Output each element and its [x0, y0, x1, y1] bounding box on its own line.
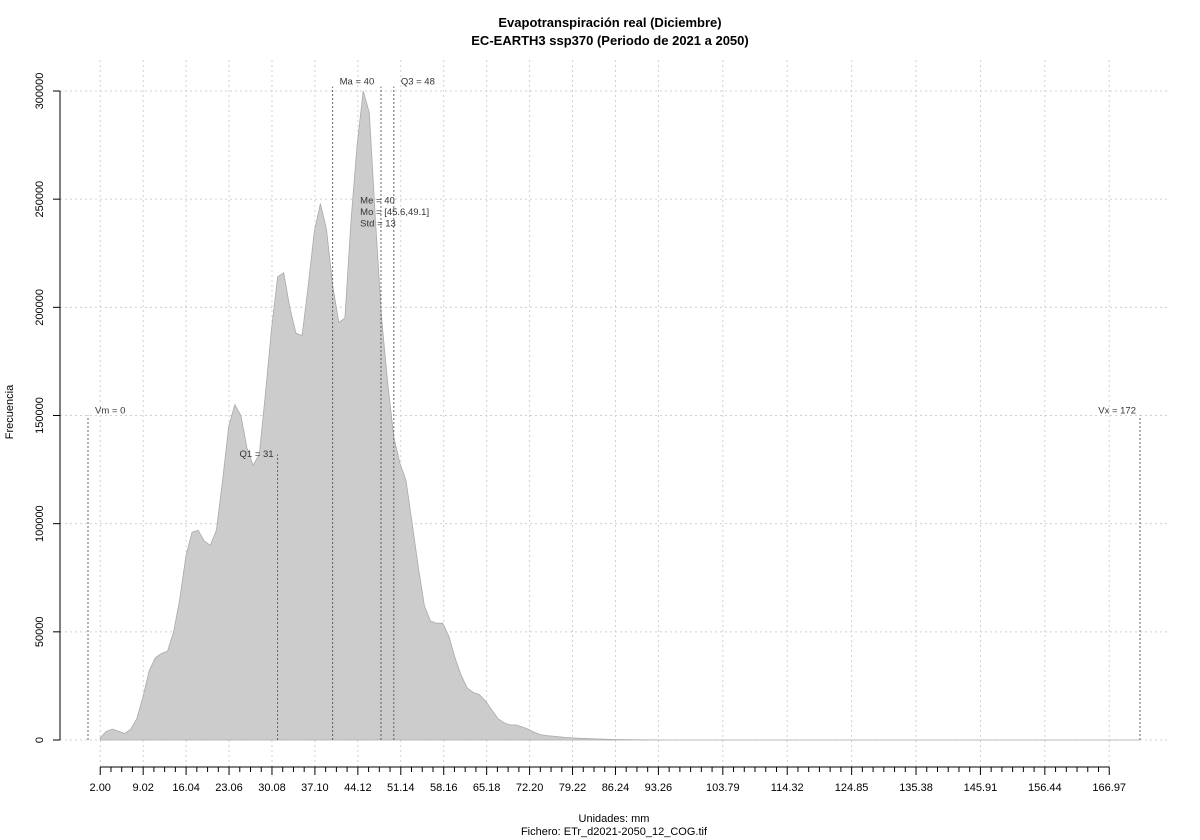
x-tick-label: 72.20 — [516, 782, 544, 794]
x-tick-label: 79.22 — [559, 782, 587, 794]
x-tick-label: 9.02 — [132, 782, 153, 794]
x-tick-label: 44.12 — [344, 782, 372, 794]
marker-lines: Vm = 0 Q1 = 31 Ma = 40 Q3 = 48 Vx = 172 — [87, 77, 1141, 740]
x-tick-label: 124.85 — [835, 782, 869, 794]
x-tick-label: 135.38 — [899, 782, 933, 794]
marker-label-q1: Q1 = 31 — [240, 449, 274, 460]
x-axis: 2.00 9.02 16.04 23.06 30.08 37.10 44.12 51.14 58… — [90, 766, 1126, 794]
y-tick-label: 0 — [34, 737, 46, 743]
x-tick-label: 51.14 — [387, 782, 415, 794]
marker-label-vm: Vm = 0 — [95, 406, 125, 417]
x-tick-label: 166.97 — [1092, 782, 1126, 794]
x-tick-label: 16.04 — [172, 782, 200, 794]
stat-line: Std = 13 — [360, 218, 396, 229]
y-axis-label: Frecuencia — [4, 384, 16, 439]
x-tick-label: 93.26 — [645, 782, 673, 794]
x-tick-label: 103.79 — [706, 782, 740, 794]
marker-label-q3: Q3 = 48 — [401, 77, 435, 88]
x-tick-label: 65.18 — [473, 782, 501, 794]
x-tick-label: 145.91 — [964, 782, 998, 794]
x-tick-label: 156.44 — [1028, 782, 1062, 794]
x-tick-label: 37.10 — [301, 782, 329, 794]
y-tick-label: 50000 — [34, 617, 46, 648]
x-tick-label: 86.24 — [602, 782, 630, 794]
x-tick-label: 2.00 — [90, 782, 111, 794]
frequency-area — [99, 90, 1140, 741]
stat-line: Mo = [45.6,49.1] — [360, 207, 429, 218]
marker-label-vx: Vx = 172 — [1098, 406, 1136, 417]
x-tick-label: 58.16 — [430, 782, 458, 794]
x-tick-label: 23.06 — [215, 782, 243, 794]
chart-subtitle: EC-EARTH3 ssp370 (Periodo de 2021 a 2050… — [471, 33, 748, 48]
x-tick-label: 114.32 — [771, 782, 804, 794]
file-footer: Fichero: ETr_d2021-2050_12_COG.tif — [521, 826, 708, 838]
marker-label-ma: Ma = 40 — [340, 77, 375, 88]
x-axis-label: Unidades: mm — [579, 813, 650, 825]
y-tick-label: 300000 — [34, 73, 46, 110]
stat-line: Me = 40 — [360, 195, 395, 206]
y-tick-label: 100000 — [34, 505, 46, 542]
x-tick-label: 30.08 — [258, 782, 286, 794]
chart-title: Evapotranspiración real (Diciembre) — [498, 15, 721, 30]
y-tick-label: 200000 — [34, 289, 46, 326]
y-tick-label: 250000 — [34, 181, 46, 218]
y-axis: 0 50000 100000 150000 200000 250000 300000 — [34, 73, 61, 743]
y-tick-label: 150000 — [34, 397, 46, 434]
